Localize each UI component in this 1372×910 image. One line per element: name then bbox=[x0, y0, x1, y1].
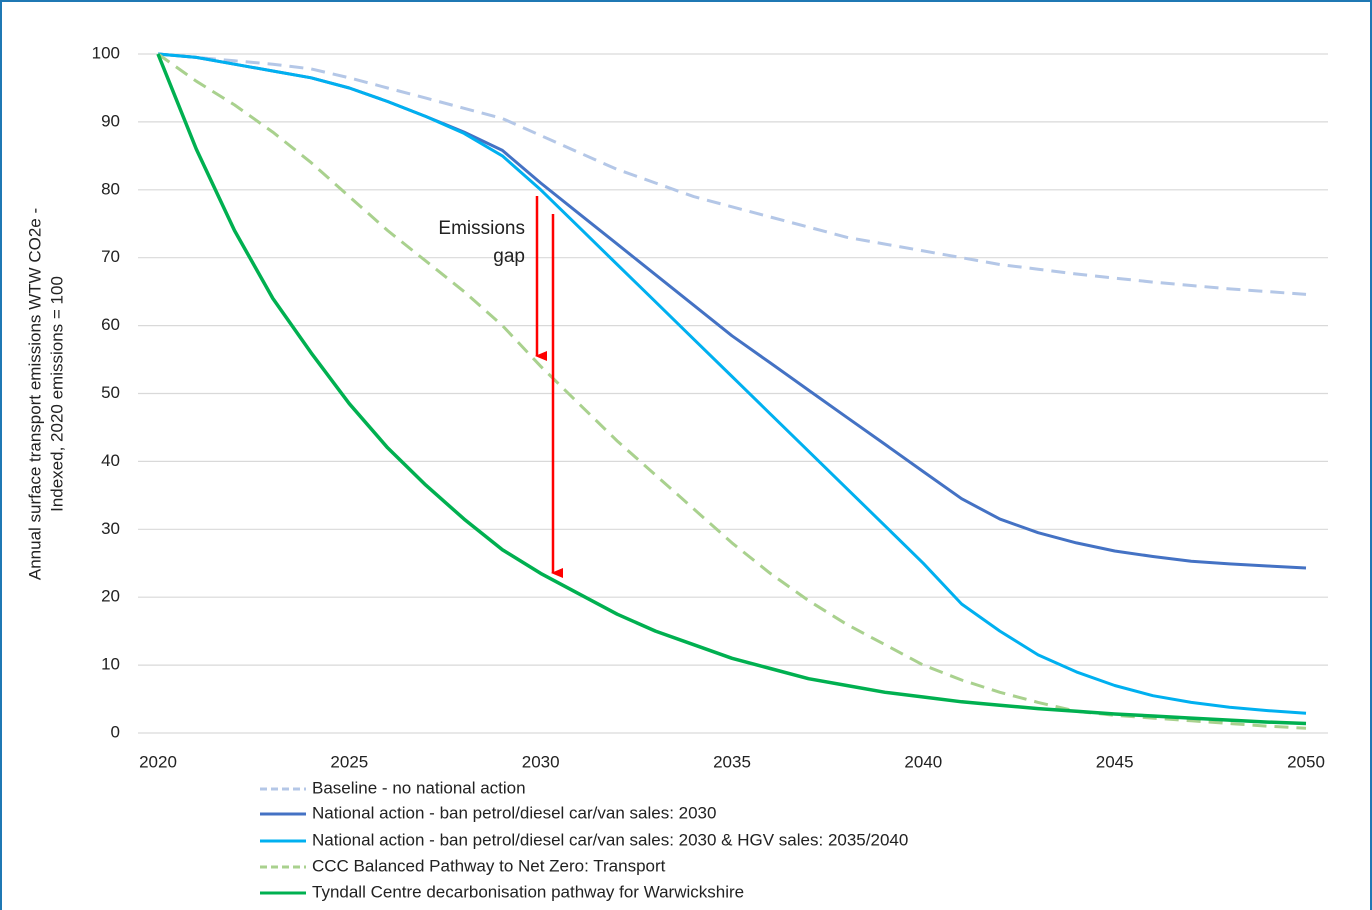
y-tick-label: 0 bbox=[111, 722, 120, 741]
y-tick-label: 10 bbox=[101, 655, 120, 674]
y-axis-label: Annual surface transport emissions WTW C… bbox=[25, 208, 44, 580]
series-line bbox=[157, 52, 1307, 296]
y-tick-label: 30 bbox=[101, 519, 120, 538]
y-tick-label: 60 bbox=[101, 315, 120, 334]
y-tick-label: 50 bbox=[101, 383, 120, 402]
y-tick-label: 80 bbox=[101, 179, 120, 198]
x-tick-label: 2040 bbox=[904, 752, 942, 771]
series-line bbox=[157, 52, 1307, 730]
x-tick-label: 2035 bbox=[713, 752, 751, 771]
x-tick-label: 2030 bbox=[522, 752, 560, 771]
annotation: gap bbox=[493, 246, 525, 267]
x-tick-label: 2020 bbox=[139, 752, 177, 771]
legend-label: Baseline - no national action bbox=[312, 778, 526, 797]
annotation: Emissions bbox=[438, 218, 525, 239]
x-tick-label: 2050 bbox=[1287, 752, 1325, 771]
y-tick-label: 20 bbox=[101, 587, 120, 606]
series-line bbox=[157, 52, 1307, 715]
legend-label: National action - ban petrol/diesel car/… bbox=[312, 830, 908, 849]
y-tick-label: 90 bbox=[101, 111, 120, 130]
legend-label: Tyndall Centre decarbonisation pathway f… bbox=[312, 882, 744, 901]
x-tick-label: 2045 bbox=[1096, 752, 1134, 771]
y-axis-label: Indexed, 2020 emissions = 100 bbox=[47, 276, 66, 512]
y-tick-label: 40 bbox=[101, 451, 120, 470]
grid bbox=[138, 53, 1328, 734]
legend-label: National action - ban petrol/diesel car/… bbox=[312, 803, 716, 822]
y-tick-label: 70 bbox=[101, 247, 120, 266]
legend-label: CCC Balanced Pathway to Net Zero: Transp… bbox=[312, 856, 666, 875]
y-tick-label: 100 bbox=[92, 43, 120, 62]
lines bbox=[156, 52, 1307, 730]
series-line bbox=[156, 53, 1307, 726]
x-tick-label: 2025 bbox=[330, 752, 368, 771]
